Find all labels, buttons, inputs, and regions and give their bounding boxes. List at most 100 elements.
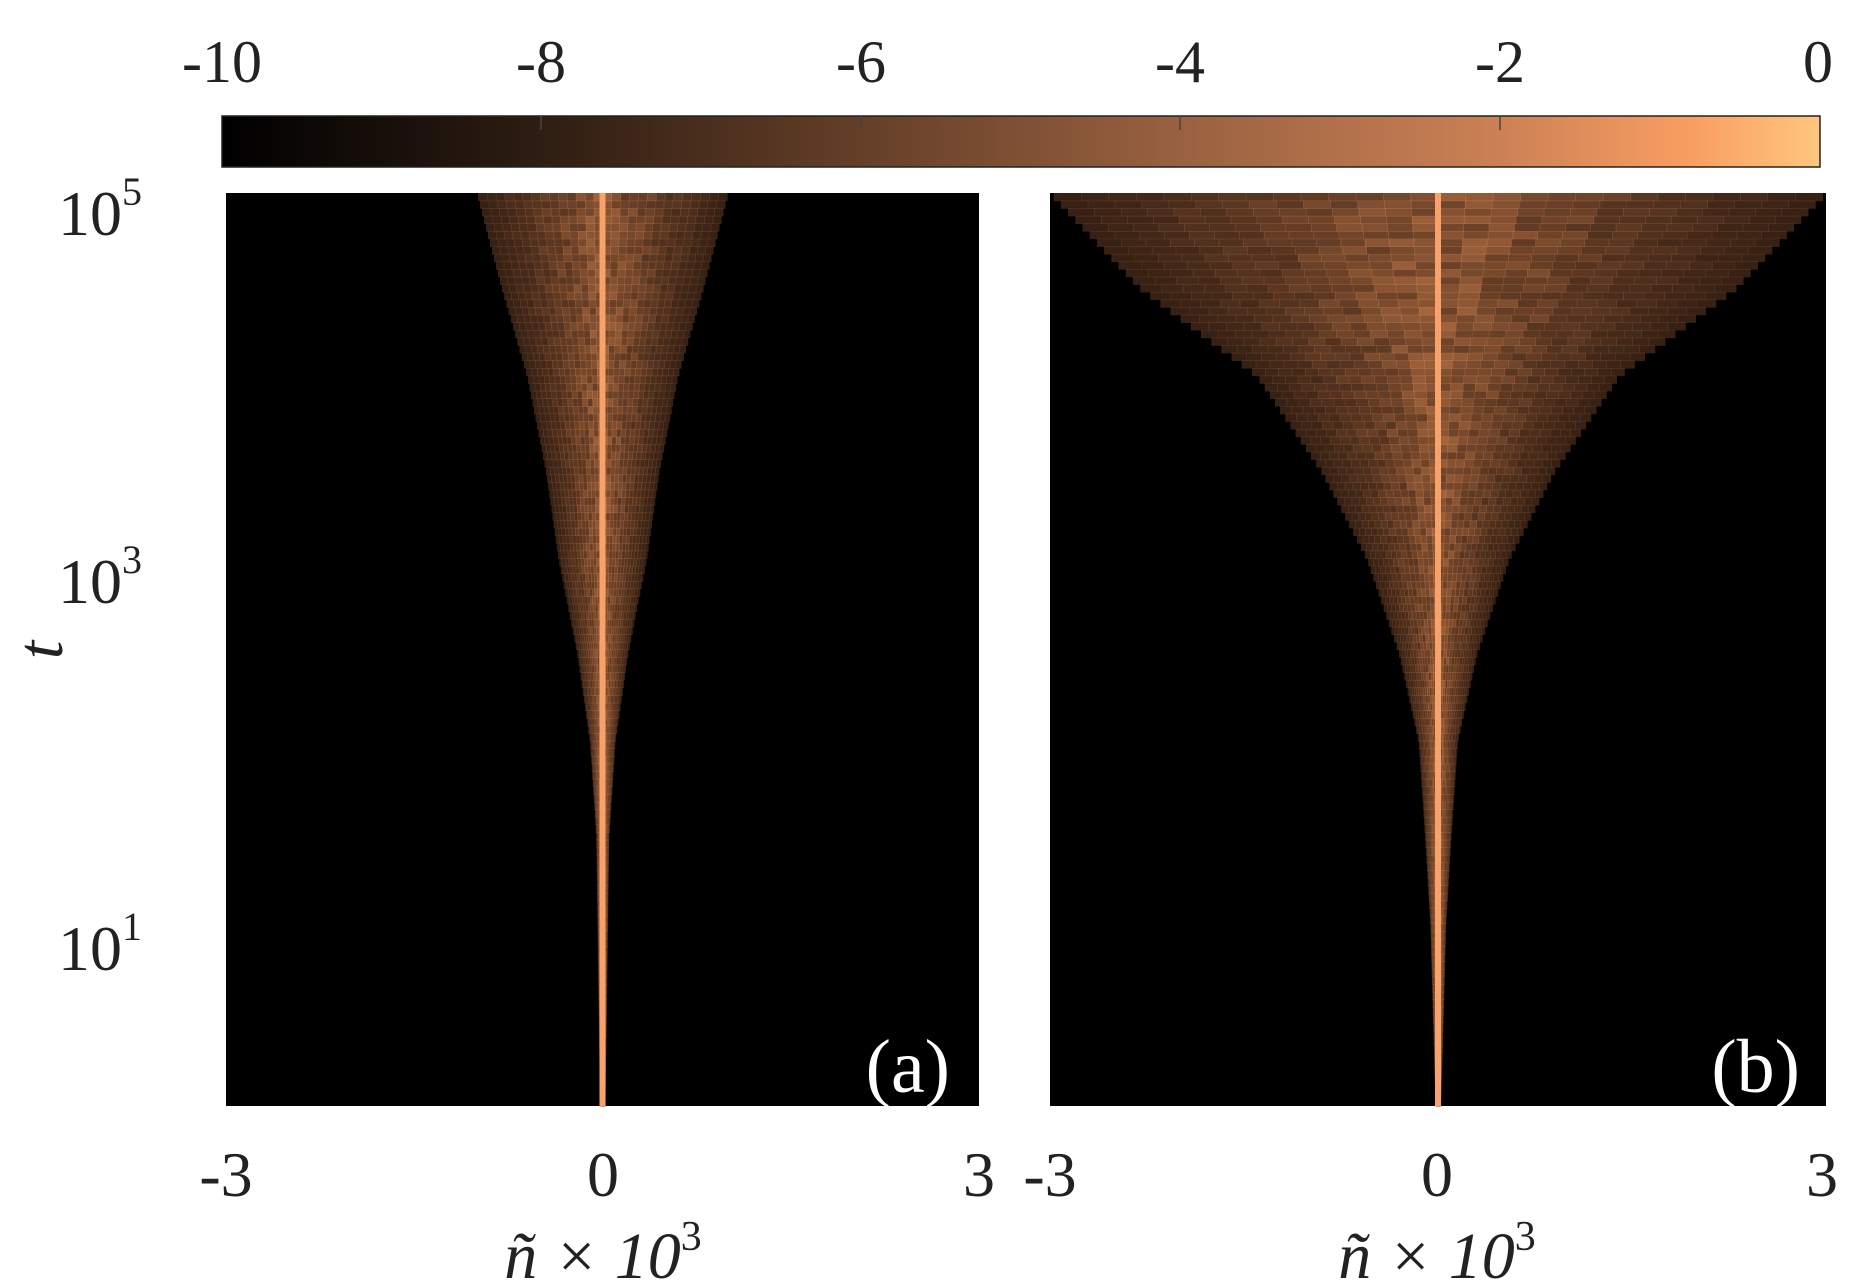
heatmap-cell xyxy=(1430,893,1432,902)
heatmap-cell xyxy=(1447,809,1449,818)
heatmap-cell xyxy=(591,687,594,696)
heatmap-cell xyxy=(1427,718,1431,727)
heatmap-cell xyxy=(656,253,665,263)
heatmap-cell xyxy=(1441,961,1443,970)
heatmap-cell xyxy=(1424,824,1427,833)
heatmap-cell xyxy=(588,581,593,590)
heatmap-cell xyxy=(622,398,629,407)
heatmap-cell xyxy=(587,482,592,491)
heatmap-cell xyxy=(556,253,565,263)
heatmap-cell xyxy=(580,360,587,369)
heatmap-cell xyxy=(535,413,541,422)
heatmap-cell xyxy=(1425,839,1427,848)
heatmap-cell xyxy=(625,535,630,544)
heatmap-cell xyxy=(589,322,597,331)
heatmap-cell xyxy=(605,999,607,1008)
heatmap-cell xyxy=(615,330,622,339)
heatmap-cell xyxy=(1433,832,1435,841)
heatmap-cell xyxy=(525,208,535,217)
heatmap-cell xyxy=(554,413,560,422)
heatmap-cell xyxy=(542,368,549,377)
heatmap-cell xyxy=(1441,778,1444,787)
heatmap-cell xyxy=(536,276,545,285)
heatmap-cell xyxy=(575,428,581,438)
heatmap-cell xyxy=(618,238,628,247)
heatmap-cell xyxy=(1451,763,1454,772)
heatmap-cell xyxy=(544,459,550,468)
heatmap-cell xyxy=(580,550,585,559)
heatmap-cell xyxy=(626,527,631,536)
heatmap-cell xyxy=(621,611,625,620)
heatmap-cell xyxy=(566,466,571,476)
heatmap-cell xyxy=(627,619,630,628)
heatmap-cell xyxy=(648,512,654,521)
heatmap-cell xyxy=(1450,740,1453,749)
heatmap-cell xyxy=(597,824,599,833)
heatmap-cell xyxy=(629,482,635,491)
heatmap-cell xyxy=(594,725,596,734)
heatmap-cell xyxy=(612,390,619,399)
heatmap-cell xyxy=(589,543,594,552)
heatmap-cell xyxy=(574,421,580,430)
heatmap-cell xyxy=(559,413,565,422)
heatmap-cell xyxy=(606,801,608,810)
heatmap-cell xyxy=(618,588,622,597)
heatmap-cell xyxy=(621,322,629,331)
heatmap-cell xyxy=(609,291,618,301)
heatmap-cell xyxy=(592,740,595,749)
heatmap-cell xyxy=(612,725,615,734)
heatmap-cell xyxy=(1420,687,1424,696)
heatmap-cell xyxy=(668,390,675,399)
heatmap-cell xyxy=(652,223,662,232)
heatmap-cell xyxy=(584,664,587,673)
heatmap-cell xyxy=(694,223,703,232)
heatmap-cell xyxy=(1422,725,1425,734)
heatmap-cell xyxy=(1444,915,1446,924)
heatmap-cell xyxy=(1443,976,1445,985)
heatmap-cell xyxy=(1461,710,1464,719)
heatmap-cell xyxy=(573,603,577,612)
heatmap-cell xyxy=(1418,687,1422,696)
heatmap-cell xyxy=(1431,748,1434,757)
heatmap-cell xyxy=(1444,870,1447,879)
heatmap-cell xyxy=(634,512,639,521)
heatmap-cell xyxy=(609,520,614,529)
heatmap-cell xyxy=(588,573,592,582)
heatmap-cell xyxy=(617,489,623,498)
heatmap-cell xyxy=(1450,801,1453,810)
heatmap-cell xyxy=(551,504,556,514)
heatmap-cell xyxy=(639,573,644,582)
heatmap-cell xyxy=(1415,664,1419,673)
heatmap-cell xyxy=(596,862,598,871)
heatmap-cell xyxy=(604,611,608,620)
heatmap-cell xyxy=(1443,969,1445,978)
heatmap-cell xyxy=(593,193,604,202)
heatmap-cell xyxy=(661,406,667,415)
heatmap-cell xyxy=(624,603,628,612)
heatmap-cell xyxy=(635,368,642,377)
heatmap-cell xyxy=(589,314,597,323)
heatmap-cell xyxy=(605,938,607,947)
heatmap-cell xyxy=(636,215,646,224)
heatmap-cell xyxy=(598,679,601,689)
heatmap-cell xyxy=(625,360,632,369)
heatmap-cell xyxy=(1441,1022,1442,1031)
heatmap-cell xyxy=(641,565,645,574)
heatmap-cell xyxy=(627,330,635,339)
heatmap-cell xyxy=(678,261,687,270)
heatmap-cell xyxy=(612,527,617,536)
heatmap-cell xyxy=(565,558,570,567)
heatmap-cell xyxy=(1444,763,1447,772)
heatmap-cell xyxy=(552,398,559,407)
heatmap-cell xyxy=(590,474,596,483)
heatmap-cell xyxy=(613,740,615,749)
heatmap-cell xyxy=(553,489,558,498)
heatmap-cell xyxy=(686,261,695,270)
heatmap-cell xyxy=(586,649,589,658)
heatmap-cell xyxy=(1451,771,1454,780)
heatmap-cell xyxy=(567,398,574,407)
heatmap-cell xyxy=(605,1052,607,1061)
heatmap-cell xyxy=(653,276,662,285)
heatmap-cell xyxy=(564,322,572,331)
heatmap-cell xyxy=(628,573,632,582)
